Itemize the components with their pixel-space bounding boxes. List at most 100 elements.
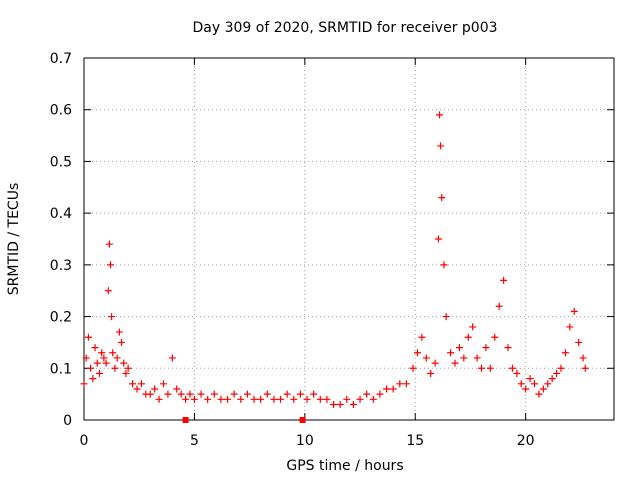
data-point: [168, 354, 176, 362]
data-point: [464, 333, 472, 341]
data-point: [427, 369, 435, 377]
data-point: [548, 375, 556, 383]
data-point: [369, 395, 377, 403]
data-point: [455, 344, 463, 352]
data-point: [160, 380, 167, 388]
axis-marker: [299, 417, 306, 423]
data-point: [376, 390, 384, 398]
data-point: [473, 354, 481, 362]
data-point: [277, 395, 285, 403]
data-point: [270, 395, 278, 403]
data-point: [469, 323, 477, 331]
data-point: [182, 395, 190, 403]
data-point: [531, 380, 538, 388]
data-point: [440, 261, 448, 269]
data-point: [283, 390, 291, 398]
y-tick-label: 0: [63, 413, 72, 429]
data-point: [422, 354, 430, 362]
data-point: [197, 390, 205, 398]
x-tick-label: 20: [517, 433, 535, 449]
data-point: [522, 385, 530, 393]
data-point: [100, 354, 108, 362]
data-point: [553, 369, 561, 377]
data-point: [478, 364, 485, 372]
data-point: [436, 111, 444, 119]
data-point: [111, 364, 119, 372]
data-point: [539, 385, 547, 393]
data-point: [120, 359, 128, 367]
data-points: [80, 111, 589, 423]
x-tick-label: 5: [190, 433, 199, 449]
data-point: [89, 375, 97, 383]
data-point: [137, 380, 145, 388]
data-point: [155, 395, 163, 403]
data-point: [579, 354, 587, 362]
x-tick-label: 15: [406, 433, 424, 449]
data-point: [363, 390, 371, 398]
data-point: [290, 395, 298, 403]
axis-ticks: [83, 57, 614, 421]
data-point: [508, 364, 516, 372]
data-point: [356, 395, 364, 403]
data-point: [109, 349, 117, 357]
data-point: [396, 380, 404, 388]
data-point: [146, 390, 154, 398]
grid-lines: [84, 58, 614, 420]
data-point: [513, 369, 521, 377]
data-point: [122, 369, 130, 377]
data-point: [517, 380, 525, 388]
data-point: [460, 354, 468, 362]
data-point: [95, 369, 103, 377]
data-point: [190, 395, 198, 403]
data-point: [84, 333, 92, 341]
data-point: [173, 385, 181, 393]
data-point: [316, 395, 324, 403]
data-point: [486, 364, 494, 372]
y-tick-label: 0.1: [50, 361, 72, 377]
data-point: [336, 400, 344, 408]
data-point: [102, 359, 110, 367]
data-point: [230, 390, 238, 398]
y-axis-label: SRMTID / TECUs: [6, 183, 22, 296]
y-tick-label: 0.7: [50, 51, 72, 67]
data-point: [108, 313, 116, 321]
data-point: [98, 349, 106, 357]
data-point: [323, 395, 331, 403]
chart-title: Day 309 of 2020, SRMTID for receiver p00…: [192, 20, 497, 36]
data-point: [437, 142, 445, 150]
data-point: [263, 390, 271, 398]
data-point: [250, 395, 258, 403]
data-point: [566, 323, 574, 331]
data-point: [526, 375, 534, 383]
data-point: [447, 349, 455, 357]
data-point: [224, 395, 232, 403]
data-point: [431, 359, 439, 367]
data-point: [491, 333, 499, 341]
y-tick-label: 0.6: [50, 103, 72, 119]
data-point: [124, 364, 132, 372]
data-point: [544, 380, 552, 388]
data-point: [87, 364, 95, 372]
y-tick-labels: 0 0.1 0.2 0.3 0.4 0.5 0.6 0.7: [50, 51, 72, 429]
data-point: [82, 354, 90, 362]
data-point: [495, 302, 503, 310]
data-point: [107, 261, 114, 269]
data-point: [402, 380, 410, 388]
data-point: [482, 344, 490, 352]
x-tick-label: 0: [80, 433, 89, 449]
data-point: [296, 390, 304, 398]
data-point: [451, 359, 459, 367]
data-point: [237, 395, 245, 403]
y-tick-label: 0.5: [50, 154, 72, 170]
data-point: [204, 395, 212, 403]
data-point: [438, 194, 446, 202]
data-point: [383, 385, 391, 393]
x-tick-label: 10: [296, 433, 314, 449]
data-point: [557, 364, 565, 372]
data-point: [343, 395, 351, 403]
data-point: [243, 390, 251, 398]
data-point: [115, 328, 123, 336]
data-point: [91, 344, 99, 352]
data-point: [535, 390, 543, 398]
